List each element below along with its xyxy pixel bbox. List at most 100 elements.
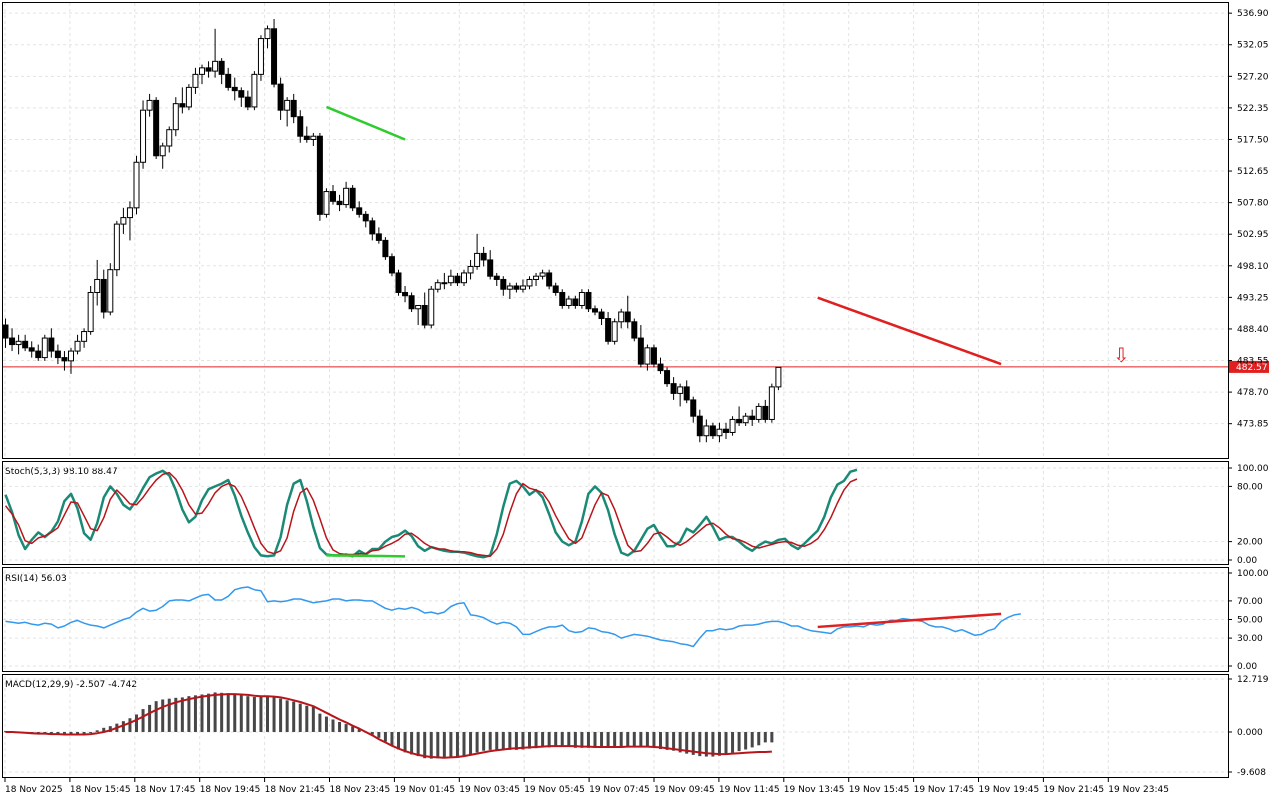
candle-down (709, 425, 716, 437)
candle-up (87, 291, 94, 333)
candle-down (336, 200, 343, 206)
macd-histogram-bar (49, 731, 53, 735)
candle-down (382, 239, 389, 258)
candle-up (15, 340, 22, 346)
candle-up (716, 428, 723, 437)
candle-down (454, 275, 461, 284)
macd-histogram-bar (62, 731, 66, 735)
candle-up (611, 321, 618, 342)
candle-down (9, 337, 16, 346)
candle-down (585, 291, 592, 310)
macd-histogram-bar (698, 731, 702, 757)
macd-histogram-bar (95, 730, 99, 732)
macd-histogram-bar (403, 731, 407, 753)
stoch-main-line (4, 468, 858, 559)
macd-histogram-bar (704, 731, 708, 757)
macd-histogram-bar (482, 731, 486, 751)
candle-up (742, 415, 749, 424)
x-tick-label: 19 Nov 09:45 (654, 785, 715, 795)
candle-down (664, 370, 671, 385)
macd-histogram-bar (691, 731, 695, 755)
candle-down (696, 415, 703, 437)
candle-up (755, 405, 762, 420)
macd-histogram-bar (154, 701, 158, 732)
candle-down (356, 207, 363, 215)
macd-histogram-bar (573, 731, 577, 748)
candle-up (343, 187, 350, 206)
macd-histogram-bar (508, 731, 512, 750)
macd-histogram-bar (436, 731, 440, 759)
macd-histogram-bar (259, 696, 263, 732)
macd-histogram-bar (266, 695, 269, 732)
candle-up (284, 99, 291, 111)
macd-histogram-bar (331, 719, 335, 732)
candle-up (185, 86, 192, 108)
candle-down (22, 340, 29, 349)
macd-panel-frame (2, 674, 1229, 778)
macd-histogram-bar (180, 697, 184, 732)
macd-histogram-bar (600, 731, 604, 748)
macd-histogram-bar (370, 731, 374, 735)
macd-histogram-bar (76, 731, 80, 735)
candle-up (172, 103, 179, 131)
macd-signal-line (5, 693, 772, 759)
candle-down (271, 28, 278, 85)
candle-up (474, 252, 481, 267)
candle-down (624, 311, 631, 323)
macd-histogram-bar (770, 731, 774, 743)
candle-down (231, 86, 238, 92)
macd-title: MACD(12,29,9) -2.507 -4.742 (5, 680, 137, 690)
price-trendline (325, 105, 406, 141)
candle-up (192, 73, 199, 88)
candle-up (644, 347, 651, 365)
candle-down (723, 428, 729, 433)
y-tick-label-price: 532.05 (1237, 41, 1269, 51)
x-tick-label: 19 Nov 15:45 (849, 785, 910, 795)
macd-histogram-bar (397, 731, 400, 750)
candle-up (251, 73, 258, 108)
y-tick-label-price: 478.70 (1237, 388, 1269, 398)
macd-histogram-bar (717, 731, 721, 756)
macd-histogram-bar (305, 705, 309, 732)
candle-down (572, 298, 579, 307)
candle-down (54, 350, 61, 359)
macd-histogram-bar (174, 697, 178, 732)
candle-down (500, 278, 507, 290)
macd-histogram-bar (763, 731, 767, 743)
current-price-label: 482.57 (1236, 363, 1268, 373)
macd-histogram-bar (639, 731, 643, 747)
macd-histogram-bar (285, 700, 289, 732)
candle-up (578, 291, 585, 307)
y-tick-label-stochastic: 0.00 (1237, 556, 1257, 566)
stoch-signal-line (4, 471, 858, 558)
y-tick-label-price: 517.50 (1237, 135, 1269, 145)
macd-histogram-bar (200, 694, 204, 732)
candle-down (244, 96, 251, 108)
macd-histogram-bar (534, 731, 538, 749)
candle-up (447, 275, 454, 284)
candle-down (493, 275, 500, 280)
candle-down (316, 135, 323, 215)
macd-histogram-bar (567, 731, 571, 747)
candle-down (749, 415, 756, 420)
y-tick-label-stochastic: 100.00 (1237, 464, 1269, 474)
macd-histogram-bar (121, 721, 125, 732)
macd-histogram-bar (521, 731, 525, 750)
macd-histogram-bar (488, 731, 492, 750)
candle-up (107, 269, 114, 313)
candle-up (533, 275, 540, 280)
candle-down (421, 305, 428, 326)
macd-histogram-bar (632, 731, 636, 747)
candle-down (683, 386, 690, 401)
macd-histogram-bar (161, 699, 165, 732)
candle-down (179, 103, 186, 108)
macd-histogram-bar (744, 731, 748, 750)
macd-histogram-bar (455, 731, 459, 758)
candle-up (768, 386, 775, 420)
candle-up (146, 99, 153, 111)
macd-histogram-bar (593, 731, 597, 748)
y-tick-label-macd: 0.000 (1237, 728, 1263, 738)
macd-histogram-bar (724, 731, 728, 755)
macd-histogram-bar (383, 731, 387, 742)
candle-down (670, 383, 677, 394)
